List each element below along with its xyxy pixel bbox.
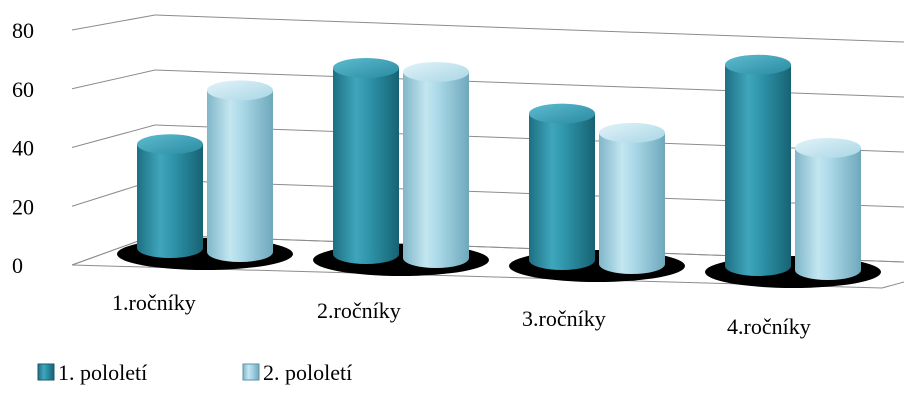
bar-2-series-2 — [403, 61, 469, 268]
bar-top — [403, 61, 469, 82]
legend-label-series-2: 2. pololetí — [263, 360, 352, 385]
bar-3-series-1 — [529, 103, 595, 270]
bar-top — [137, 134, 203, 155]
y-tick-label: 0 — [12, 253, 23, 278]
legend-item-series-2: 2. pololetí — [242, 360, 352, 385]
bar-top — [333, 57, 399, 78]
bar-1-series-2 — [207, 80, 273, 262]
y-tick-label: 60 — [12, 77, 34, 102]
gridline-side — [71, 124, 156, 148]
legend-swatch-series-1 — [37, 363, 55, 381]
category-labels: 1.ročníky 2.ročníky 3.ročníky 4.ročníky — [112, 290, 811, 339]
bar-body — [599, 132, 665, 274]
bar-body — [137, 144, 203, 258]
bar-top — [795, 138, 861, 158]
bar-body — [725, 64, 791, 276]
gridline-side — [71, 69, 156, 90]
gridline — [154, 14, 904, 43]
bar-top — [529, 103, 595, 124]
legend-swatch-series-2 — [242, 363, 260, 381]
bar-2-series-1 — [333, 57, 399, 264]
gridline-side — [71, 14, 156, 31]
bars — [117, 54, 881, 288]
y-tick-label: 80 — [12, 18, 34, 43]
x-category-label: 1.ročníky — [112, 290, 196, 315]
x-category-label: 3.ročníky — [522, 306, 606, 331]
y-axis-ticks: 0 20 40 60 80 — [12, 18, 34, 278]
x-category-label: 4.ročníky — [727, 314, 811, 339]
bar-top — [207, 80, 273, 101]
bar-body — [333, 67, 399, 264]
legend-label-series-1: 1. pololetí — [58, 360, 147, 385]
legend: 1. pololetí 2. pololetí — [37, 360, 352, 385]
x-category-label: 2.ročníky — [317, 298, 401, 323]
bar-body — [795, 148, 861, 280]
bar-3-series-2 — [599, 122, 665, 274]
bar-body — [403, 71, 469, 268]
y-tick-label: 20 — [12, 194, 34, 219]
legend-item-series-1: 1. pololetí — [37, 360, 147, 385]
y-tick-label: 40 — [12, 136, 34, 161]
bar-4-series-2 — [795, 138, 861, 280]
bar-body — [207, 90, 273, 262]
bar-top — [725, 54, 791, 75]
bar-1-series-1 — [137, 134, 203, 258]
bar-top — [599, 122, 665, 143]
bar-4-series-1 — [725, 54, 791, 276]
bar-body — [529, 113, 595, 270]
